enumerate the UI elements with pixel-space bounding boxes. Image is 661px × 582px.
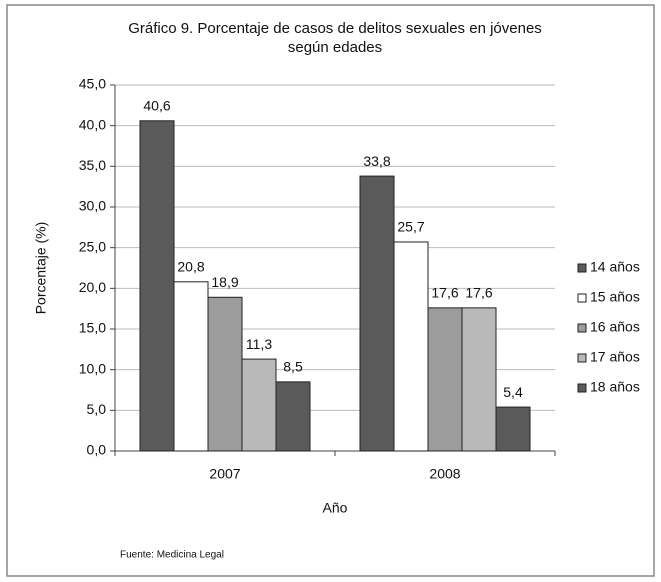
legend-swatch bbox=[577, 293, 587, 303]
data-label: 17,6 bbox=[431, 285, 458, 301]
y-tick-label: 15,0 bbox=[79, 320, 106, 336]
data-label: 25,7 bbox=[397, 219, 424, 235]
x-axis-label: Año bbox=[323, 500, 348, 516]
data-label: 11,3 bbox=[246, 336, 272, 352]
bar bbox=[241, 358, 277, 452]
y-tick-label: 25,0 bbox=[79, 238, 106, 254]
legend-label: 14 años bbox=[590, 259, 640, 275]
legend-swatch bbox=[577, 323, 587, 333]
bar bbox=[359, 175, 395, 452]
data-label: 17,6 bbox=[465, 285, 492, 301]
bar bbox=[173, 281, 209, 452]
x-tick-label: 2008 bbox=[429, 466, 460, 482]
y-axis-label: Porcentaje (%) bbox=[33, 222, 49, 315]
legend-label: 18 años bbox=[590, 379, 640, 395]
legend-label: 16 años bbox=[590, 319, 640, 335]
y-tick-label: 0,0 bbox=[87, 442, 107, 458]
y-tick-label: 35,0 bbox=[79, 157, 106, 173]
y-tick-label: 40,0 bbox=[79, 116, 106, 132]
data-label: 8,5 bbox=[283, 359, 303, 375]
legend-swatch bbox=[577, 353, 587, 363]
bar bbox=[495, 406, 531, 452]
legend-label: 17 años bbox=[590, 349, 640, 365]
bar bbox=[275, 381, 311, 452]
y-tick-label: 30,0 bbox=[79, 198, 106, 214]
data-label: 33,8 bbox=[363, 153, 390, 169]
bar bbox=[139, 120, 175, 452]
data-label: 18,9 bbox=[211, 274, 238, 290]
bar bbox=[461, 307, 497, 452]
chart-title: Gráfico 9. Porcentaje de casos de delito… bbox=[128, 20, 542, 37]
x-tick-label: 2007 bbox=[209, 466, 240, 482]
chart-title: según edades bbox=[288, 39, 382, 56]
y-tick-label: 20,0 bbox=[79, 279, 106, 295]
data-label: 20,8 bbox=[177, 259, 204, 275]
legend-label: 15 años bbox=[590, 289, 640, 305]
y-tick-label: 45,0 bbox=[79, 76, 106, 92]
legend-swatch bbox=[577, 383, 587, 393]
legend-swatch bbox=[577, 263, 587, 273]
bar bbox=[393, 241, 429, 452]
bar bbox=[427, 307, 463, 452]
bar bbox=[207, 296, 243, 452]
y-tick-label: 5,0 bbox=[87, 401, 107, 417]
data-label: 40,6 bbox=[143, 97, 170, 113]
y-tick-label: 10,0 bbox=[79, 360, 106, 376]
data-label: 5,4 bbox=[503, 384, 523, 400]
source: Fuente: Medicina Legal bbox=[120, 550, 224, 561]
